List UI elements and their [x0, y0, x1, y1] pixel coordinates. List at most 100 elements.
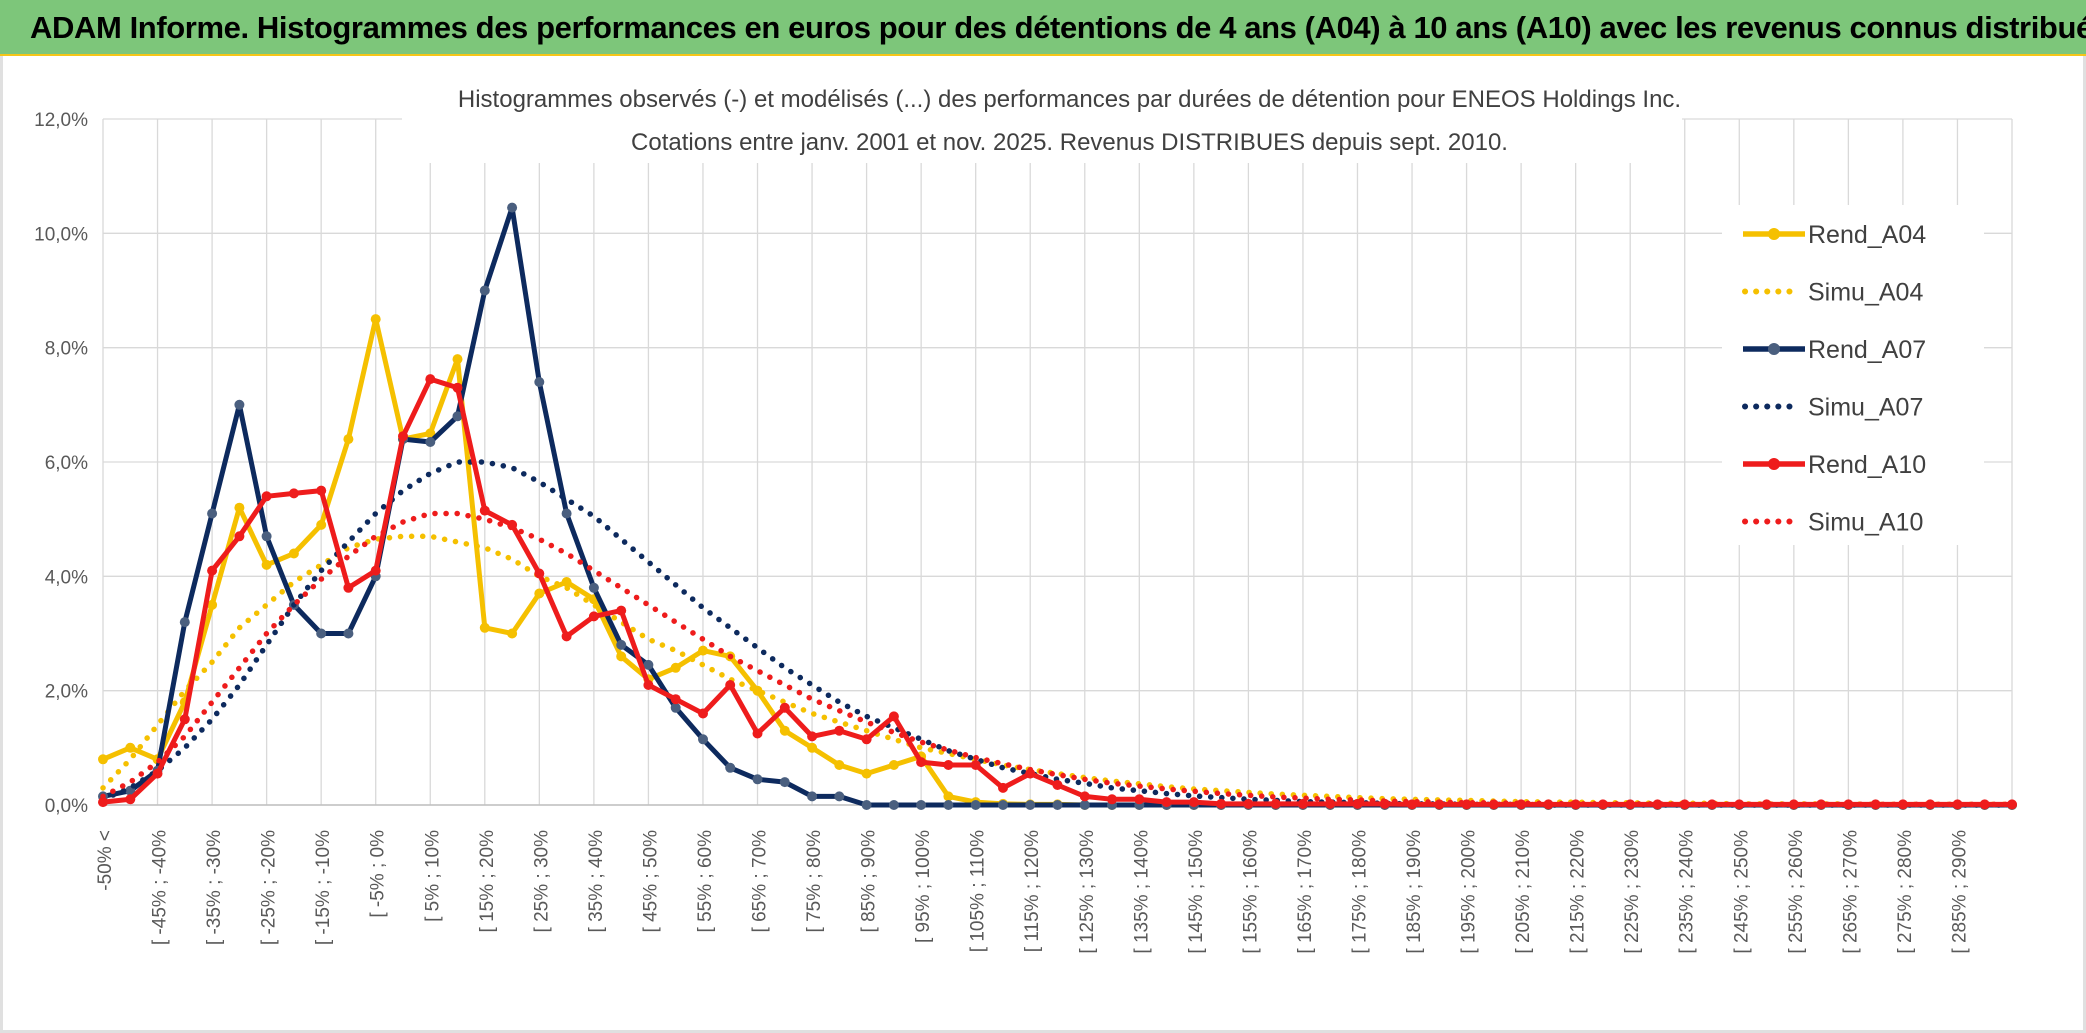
- legend-marker: [1768, 343, 1780, 355]
- x-tick-label: [ -45% ; -40%: [150, 830, 171, 945]
- data-point: [698, 734, 708, 745]
- x-tick-label: [ 75% ; 80%: [804, 830, 825, 933]
- data-point: [479, 285, 490, 296]
- data-point: [807, 731, 818, 742]
- legend-label: Rend_A07: [1808, 336, 1926, 364]
- data-point: [1188, 797, 1199, 808]
- data-point: [1816, 799, 1827, 810]
- data-point: [834, 760, 845, 770]
- data-point: [943, 760, 954, 770]
- data-point: [343, 582, 354, 593]
- legend-marker: [1768, 458, 1780, 470]
- data-point: [888, 760, 899, 770]
- chart-legend: Rend_A04 Simu_A04 Rend_A07 Simu_A07 Rend_A10…: [1742, 221, 1926, 537]
- data-point: [888, 800, 899, 810]
- data-point: [779, 702, 790, 713]
- data-point: [998, 782, 1008, 793]
- data-point: [643, 680, 654, 690]
- data-point: [316, 485, 327, 496]
- data-point: [234, 531, 245, 542]
- data-point: [616, 605, 627, 616]
- series-simu-a10: [100, 510, 2015, 808]
- data-point: [234, 502, 245, 513]
- series-simu-a07: [100, 459, 2015, 808]
- title-banner: ADAM Informe. Histogrammes des performan…: [0, 0, 2086, 56]
- data-point: [261, 559, 272, 570]
- data-point: [125, 794, 136, 805]
- x-tick-label: [ 265% ; 270%: [1840, 830, 1861, 954]
- data-point: [179, 714, 190, 725]
- data-point: [370, 565, 381, 576]
- x-tick-label: [ 15% ; 20%: [477, 830, 498, 933]
- data-point: [507, 202, 518, 213]
- data-point: [779, 777, 790, 788]
- x-tick-label: [ 185% ; 190%: [1404, 830, 1425, 954]
- data-point: [1134, 794, 1145, 805]
- data-point: [698, 645, 708, 656]
- y-tick-label: 4,0%: [45, 567, 88, 588]
- data-point: [888, 711, 899, 722]
- data-point: [507, 628, 518, 639]
- data-point: [561, 577, 572, 587]
- data-point: [398, 431, 408, 442]
- data-point: [288, 488, 299, 499]
- x-tick-label: [ 145% ; 150%: [1186, 830, 1207, 954]
- data-point: [1297, 798, 1308, 809]
- data-point: [343, 434, 354, 445]
- x-tick-label: [ 255% ; 260%: [1786, 830, 1807, 954]
- legend-item-simu-a10: Simu_A10: [1742, 509, 1923, 537]
- data-point: [752, 774, 763, 785]
- data-point: [534, 588, 545, 599]
- legend-item-rend-a10: Rend_A10: [1743, 451, 1926, 479]
- data-point: [561, 631, 572, 642]
- data-point: [861, 800, 872, 810]
- x-tick-label: [ 25% ; 30%: [531, 830, 552, 933]
- chart-title-background: [402, 78, 1682, 163]
- y-tick-label: 2,0%: [45, 682, 88, 703]
- x-tick-label: [ 235% ; 240%: [1677, 830, 1698, 954]
- x-tick-label: [ 275% ; 280%: [1895, 830, 1916, 954]
- data-point: [698, 708, 708, 719]
- data-point: [670, 694, 681, 705]
- data-point: [98, 754, 108, 765]
- data-point: [779, 725, 790, 736]
- data-point: [725, 762, 736, 773]
- x-tick-label: [ 85% ; 90%: [859, 830, 880, 933]
- data-point: [452, 411, 463, 422]
- data-point: [425, 437, 436, 447]
- x-tick-label: [ 5% ; 10%: [422, 830, 443, 922]
- x-tick-label: [ 195% ; 200%: [1459, 830, 1480, 954]
- chart-area: [0, 56, 2086, 1033]
- data-point: [670, 702, 681, 713]
- data-point: [316, 628, 327, 639]
- data-point: [207, 565, 218, 576]
- data-point: [316, 519, 327, 530]
- x-tick-label: [ 125% ; 130%: [1077, 830, 1098, 954]
- x-tick-label: [ -5% ; 0%: [368, 830, 389, 918]
- data-point: [288, 548, 299, 559]
- data-point: [916, 757, 927, 768]
- data-point: [834, 725, 845, 736]
- data-point: [1025, 800, 1036, 810]
- data-point: [752, 728, 763, 739]
- data-point: [479, 505, 490, 516]
- x-tick-label: [ 65% ; 70%: [750, 830, 771, 933]
- data-point: [861, 768, 872, 779]
- data-point: [588, 611, 599, 622]
- data-point: [370, 314, 381, 325]
- data-point: [479, 622, 490, 633]
- legend-background: [1722, 205, 1984, 545]
- data-point: [861, 734, 872, 745]
- series-layer: [98, 202, 2017, 810]
- x-tick-label: [ 175% ; 180%: [1349, 830, 1370, 954]
- data-point: [1052, 800, 1063, 810]
- x-tick-label: [ -25% ; -20%: [259, 830, 280, 945]
- data-point: [207, 599, 218, 610]
- series-line: [100, 459, 2015, 808]
- data-point: [1216, 798, 1227, 809]
- data-point: [943, 791, 954, 802]
- banner-title: ADAM Informe. Histogrammes des performan…: [30, 10, 2086, 45]
- data-point: [261, 491, 272, 502]
- x-tick-label: [ 205% ; 210%: [1513, 830, 1534, 954]
- x-tick-label: [ 245% ; 250%: [1731, 830, 1752, 954]
